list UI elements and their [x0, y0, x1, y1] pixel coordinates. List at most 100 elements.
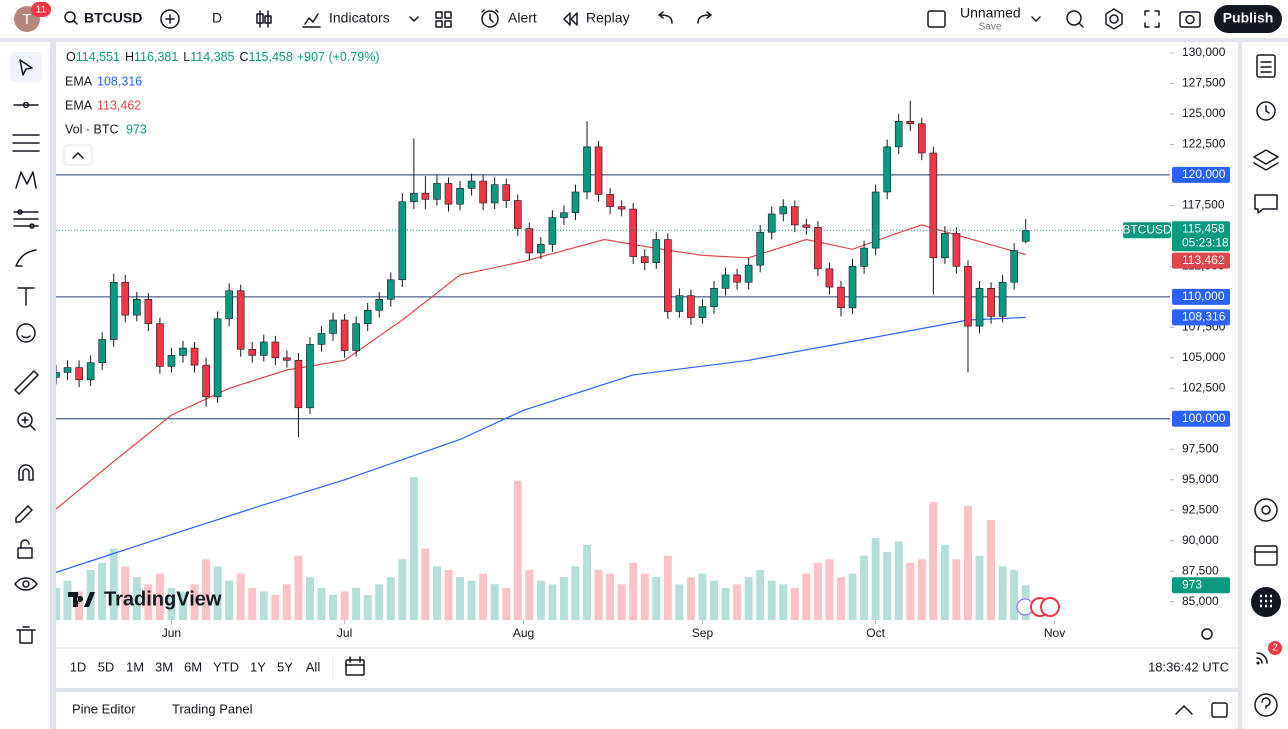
- change: +907 (+0.79%): [297, 50, 380, 64]
- range-button[interactable]: YTD: [213, 659, 239, 674]
- publish-label: Publish: [1223, 10, 1274, 26]
- x-tick-label: Sep: [692, 626, 714, 640]
- candle-body: [848, 266, 857, 309]
- volume-bar: [548, 584, 557, 620]
- candle-body: [894, 120, 903, 148]
- lock-tool[interactable]: [17, 539, 33, 559]
- pine-editor-tab[interactable]: Pine Editor: [72, 701, 136, 716]
- pattern-tool[interactable]: [15, 171, 37, 189]
- help[interactable]: [1254, 693, 1278, 717]
- candle-body: [156, 323, 164, 367]
- replay-button[interactable]: Replay: [563, 10, 630, 26]
- avatar[interactable]: T 11: [14, 2, 51, 32]
- layouts-button[interactable]: [435, 11, 452, 28]
- volume-bar: [940, 545, 949, 620]
- volume-box: [1172, 577, 1230, 594]
- undo[interactable]: [658, 11, 673, 24]
- plot-area: [56, 100, 1170, 620]
- save-label: Save: [979, 22, 1002, 33]
- candle-body: [1010, 250, 1018, 283]
- quick-search[interactable]: [1066, 10, 1084, 28]
- range-button[interactable]: 1M: [126, 659, 144, 674]
- hide-tool[interactable]: [14, 577, 38, 591]
- text-tool[interactable]: [17, 287, 35, 306]
- candle-body: [871, 191, 880, 249]
- candle-body: [975, 288, 984, 327]
- candle-body: [687, 295, 695, 318]
- sidebar-badge: 2: [1272, 643, 1278, 654]
- x-tick-label: Aug: [513, 626, 534, 640]
- alerts-panel[interactable]: [1256, 101, 1276, 121]
- lock-drawing[interactable]: [15, 505, 33, 523]
- interval[interactable]: D: [212, 10, 222, 26]
- legend-prefix: H: [125, 50, 134, 64]
- volume-bar: [155, 573, 164, 620]
- brush-tool[interactable]: [15, 249, 37, 267]
- symbol-search[interactable]: BTCUSD: [64, 10, 142, 26]
- layout-menu[interactable]: Unnamed Save: [927, 5, 1041, 33]
- signals[interactable]: 2: [1256, 641, 1283, 665]
- fullscreen[interactable]: [1144, 10, 1160, 28]
- candle-body: [398, 201, 407, 281]
- forecast-tool[interactable]: [13, 209, 39, 229]
- candle-body: [375, 298, 384, 311]
- range-button[interactable]: 5Y: [277, 659, 293, 674]
- candle-body: [56, 372, 60, 378]
- settings[interactable]: [1105, 8, 1123, 30]
- remove-tool[interactable]: [16, 626, 36, 644]
- time-axis-settings[interactable]: [1201, 628, 1213, 640]
- legend-collapse[interactable]: [63, 144, 93, 166]
- level-box: [1172, 166, 1230, 183]
- candle-body: [259, 341, 268, 356]
- collapse-panel[interactable]: [1175, 705, 1193, 715]
- compare-button[interactable]: [160, 9, 180, 29]
- volume-bar: [421, 548, 430, 620]
- range-button[interactable]: 5D: [98, 659, 115, 674]
- volume-bar: [75, 591, 84, 620]
- maximize-panel[interactable]: [1211, 702, 1228, 718]
- volume-bar: [756, 570, 765, 620]
- watchlist[interactable]: [1256, 54, 1276, 78]
- redo[interactable]: [697, 11, 712, 24]
- indicators-button[interactable]: Indicators: [302, 10, 419, 28]
- volume-bar: [144, 584, 153, 620]
- publish-button[interactable]: Publish: [1214, 5, 1282, 33]
- indicators-label: Indicators: [329, 10, 390, 26]
- snapshot[interactable]: [1179, 11, 1201, 28]
- volume-bar: [63, 580, 72, 620]
- chat[interactable]: [1254, 194, 1278, 214]
- candle-body: [560, 212, 568, 218]
- range-button[interactable]: 1D: [70, 659, 87, 674]
- zoom-tool[interactable]: [17, 412, 36, 431]
- fib-tool[interactable]: [12, 134, 40, 152]
- cursor-tool[interactable]: [10, 52, 42, 82]
- emoji-tool[interactable]: [16, 323, 36, 343]
- volume-bar: [340, 591, 349, 620]
- alert-button[interactable]: Alert: [481, 9, 537, 28]
- range-button[interactable]: 6M: [184, 659, 202, 674]
- volume-bar: [294, 555, 303, 620]
- magnet-tool[interactable]: [18, 464, 34, 481]
- candle-body: [825, 268, 834, 288]
- layers[interactable]: [1253, 149, 1279, 171]
- chart-style[interactable]: [256, 10, 272, 28]
- volume-bar: [398, 559, 407, 620]
- volume-bar: [871, 537, 880, 620]
- range-button[interactable]: 3M: [155, 659, 173, 674]
- volume-bar: [56, 587, 60, 620]
- ruler-tool[interactable]: [14, 370, 39, 395]
- candle-body: [202, 364, 210, 398]
- level-label: 100,000: [1182, 411, 1226, 425]
- range-button[interactable]: All: [306, 659, 321, 674]
- apps[interactable]: [1251, 587, 1281, 617]
- range-button[interactable]: 1Y: [250, 659, 266, 674]
- goto-date[interactable]: [345, 656, 365, 676]
- ideas[interactable]: [1254, 498, 1278, 522]
- trading-panel-tab[interactable]: Trading Panel: [172, 701, 253, 716]
- line-tool[interactable]: [13, 101, 39, 109]
- last-price-label: 115,458: [1182, 221, 1225, 235]
- legend: O114,551 H116,381 L114,385 C115,458 +907 (+0…: [63, 50, 380, 166]
- candle-body: [779, 206, 788, 215]
- calendar[interactable]: [1254, 545, 1278, 566]
